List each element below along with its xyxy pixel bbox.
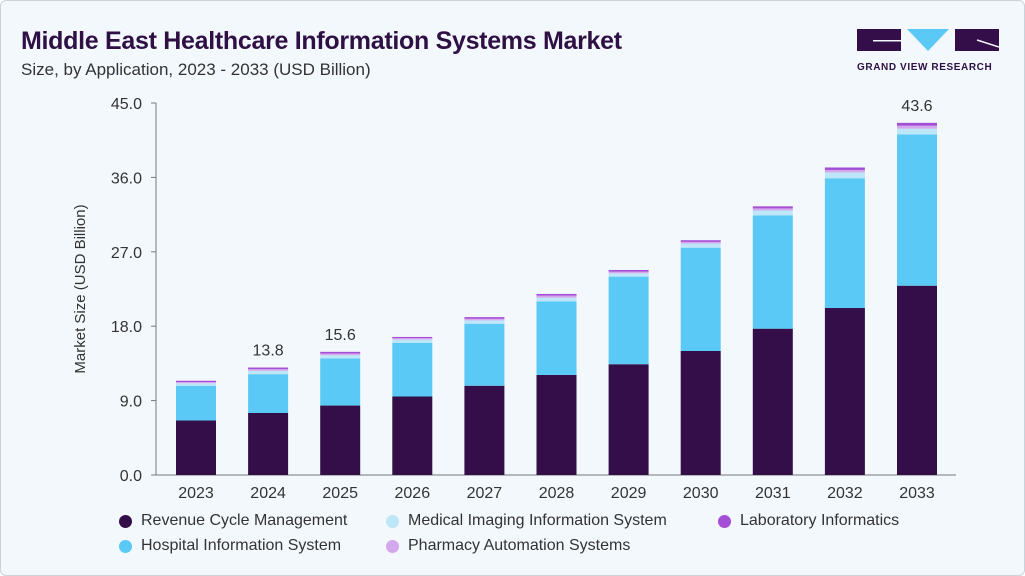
bar-segment-laboratory-informatics: [608, 269, 649, 272]
bar-segment-revenue-cycle-management: [464, 385, 505, 475]
bar-segment-medical-imaging-information-system: [824, 172, 865, 179]
bar-segment-hospital-information-system: [176, 385, 216, 421]
bar-segment-medical-imaging-information-system: [464, 320, 505, 324]
bar-segment-pharmacy-automation-systems: [392, 338, 433, 340]
bar-segment-laboratory-informatics: [752, 206, 793, 209]
legend-label: Pharmacy Automation Systems: [408, 537, 631, 554]
bar-segment-laboratory-informatics: [248, 367, 289, 370]
data-label: 43.6: [901, 98, 932, 115]
bar-segment-revenue-cycle-management: [608, 364, 649, 475]
bar-segment-medical-imaging-information-system: [608, 273, 649, 277]
bar-segment-revenue-cycle-management: [320, 405, 361, 475]
bar-segment-pharmacy-automation-systems: [897, 125, 937, 129]
legend-marker-icon: [119, 539, 132, 553]
bar-segment-pharmacy-automation-systems: [608, 271, 649, 274]
bar-segment-pharmacy-automation-systems: [464, 318, 505, 321]
legend-marker-icon: [119, 514, 132, 528]
bar-segment-pharmacy-automation-systems: [536, 295, 577, 298]
x-tick-label: 2031: [755, 485, 791, 502]
bar-segment-laboratory-informatics: [176, 380, 216, 382]
bar-segment-medical-imaging-information-system: [248, 370, 289, 375]
bar-segment-revenue-cycle-management: [897, 285, 937, 475]
bar-segment-hospital-information-system: [824, 178, 865, 309]
legend-item: Revenue Cycle Management: [119, 512, 347, 530]
bar-segment-laboratory-informatics: [897, 122, 937, 126]
bar-segment-revenue-cycle-management: [248, 413, 289, 475]
bar-segment-hospital-information-system: [752, 215, 793, 329]
data-label: 13.8: [253, 343, 284, 360]
logo-text: GRAND VIEW RESEARCH: [857, 62, 993, 73]
chart-subtitle: Size, by Application, 2023 - 2033 (USD B…: [21, 60, 371, 79]
x-tick-label: 2032: [827, 485, 863, 502]
legend-item: Pharmacy Automation Systems: [386, 537, 630, 555]
data-label: 15.6: [325, 327, 356, 344]
x-tick-label: 2026: [395, 485, 431, 502]
bar-segment-hospital-information-system: [392, 342, 433, 397]
bar-segment-pharmacy-automation-systems: [824, 169, 865, 173]
bar-segment-revenue-cycle-management: [392, 396, 433, 475]
bar-segment-hospital-information-system: [897, 134, 937, 286]
x-tick-label: 2027: [467, 485, 503, 502]
legend-label: Medical Imaging Information System: [408, 512, 667, 529]
bar-segment-pharmacy-automation-systems: [176, 382, 216, 384]
bar-segment-revenue-cycle-management: [536, 374, 577, 475]
legend-marker-icon: [386, 514, 399, 528]
bar-segment-pharmacy-automation-systems: [752, 208, 793, 211]
bar-segment-hospital-information-system: [536, 301, 577, 375]
y-tick-label: 27.0: [111, 245, 142, 262]
y-tick-label: 45.0: [111, 96, 142, 113]
x-tick-label: 2030: [683, 485, 719, 502]
bar-segment-hospital-information-system: [248, 374, 289, 413]
bar-segment-medical-imaging-information-system: [536, 297, 577, 302]
bar-segment-laboratory-informatics: [536, 293, 577, 296]
bar-segment-revenue-cycle-management: [680, 351, 721, 475]
bar-segment-hospital-information-system: [464, 323, 505, 386]
bar-segment-revenue-cycle-management: [176, 420, 216, 475]
x-tick-label: 2024: [250, 485, 286, 502]
x-tick-label: 2029: [611, 485, 647, 502]
bar-segment-laboratory-informatics: [824, 167, 865, 170]
legend-label: Revenue Cycle Management: [141, 512, 348, 529]
x-tick-label: 2033: [899, 485, 935, 502]
gvr-logo-icon: [857, 29, 1000, 51]
bar-segment-hospital-information-system: [608, 276, 649, 365]
bar-segment-medical-imaging-information-system: [320, 355, 361, 359]
x-tick-label: 2028: [539, 485, 575, 502]
bar-segment-revenue-cycle-management: [824, 308, 865, 475]
y-tick-label: 36.0: [111, 170, 142, 187]
y-tick-label: 18.0: [111, 319, 142, 336]
bar-segment-revenue-cycle-management: [752, 328, 793, 475]
bar-segment-medical-imaging-information-system: [897, 128, 937, 135]
bar-segment-medical-imaging-information-system: [392, 339, 433, 343]
legend-marker-icon: [718, 514, 731, 528]
bar-segment-pharmacy-automation-systems: [320, 353, 361, 356]
bar-segment-laboratory-informatics: [680, 240, 721, 242]
bar-segment-laboratory-informatics: [464, 317, 505, 319]
grand-view-research-logo: GRAND VIEW RESEARCH: [857, 29, 1000, 73]
bar-segment-medical-imaging-information-system: [752, 210, 793, 216]
bar-segment-medical-imaging-information-system: [680, 243, 721, 248]
legend-label: Hospital Information System: [141, 537, 342, 554]
bar-segment-medical-imaging-information-system: [176, 383, 216, 386]
chart-plot: 0.0 9.0 18.0 27.0 36.0 45.0 Market Size (USD B…: [72, 96, 956, 502]
bar-segment-pharmacy-automation-systems: [248, 369, 289, 371]
y-axis-title: Market Size (USD Billion): [72, 204, 89, 373]
chart-title: Middle East Healthcare Information Syste…: [21, 27, 622, 55]
bar-segment-laboratory-informatics: [320, 351, 361, 354]
legend-marker-icon: [386, 539, 399, 553]
legend-item: Medical Imaging Information System: [386, 512, 667, 530]
bar-segment-laboratory-informatics: [392, 336, 433, 339]
bar-segment-hospital-information-system: [320, 358, 361, 406]
bar-segment-pharmacy-automation-systems: [680, 241, 721, 244]
legend-label: Laboratory Informatics: [740, 512, 900, 529]
y-tick-label: 9.0: [120, 394, 142, 411]
legend-item: Hospital Information System: [119, 537, 341, 555]
x-tick-label: 2023: [178, 485, 214, 502]
legend-item: Laboratory Informatics: [718, 512, 899, 530]
bar-segment-hospital-information-system: [680, 247, 721, 351]
y-tick-label: 0.0: [120, 468, 142, 485]
x-tick-label: 2025: [322, 485, 358, 502]
